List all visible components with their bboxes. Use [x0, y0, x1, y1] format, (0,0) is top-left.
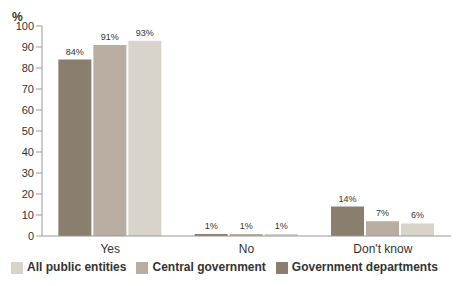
svg-text:93%: 93%: [136, 28, 154, 38]
svg-text:90: 90: [22, 41, 34, 53]
svg-text:6%: 6%: [411, 210, 424, 220]
svg-text:1%: 1%: [205, 221, 218, 231]
svg-text:1%: 1%: [275, 221, 288, 231]
svg-text:0: 0: [28, 230, 34, 242]
svg-text:100: 100: [16, 20, 34, 32]
svg-text:Don't know: Don't know: [353, 242, 412, 256]
svg-text:50: 50: [22, 125, 34, 137]
svg-text:14%: 14%: [339, 194, 357, 204]
svg-text:1%: 1%: [240, 221, 253, 231]
html-text:All public entities: All public entities: [27, 260, 127, 274]
svg-text:91%: 91%: [101, 32, 119, 42]
svg-text:Yes: Yes: [100, 242, 120, 256]
svg-text:40: 40: [22, 146, 34, 158]
html-text:Central government: Central government: [152, 260, 266, 274]
svg-text:70: 70: [22, 83, 34, 95]
svg-text:No: No: [239, 242, 255, 256]
svg-text:7%: 7%: [376, 208, 389, 218]
svg-text:10: 10: [22, 209, 34, 221]
html-text:Government departments: Government departments: [291, 260, 438, 274]
svg-text:80: 80: [22, 62, 34, 74]
svg-text:30: 30: [22, 167, 34, 179]
svg-text:20: 20: [22, 188, 34, 200]
svg-text:84%: 84%: [66, 47, 84, 57]
svg-text:60: 60: [22, 104, 34, 116]
